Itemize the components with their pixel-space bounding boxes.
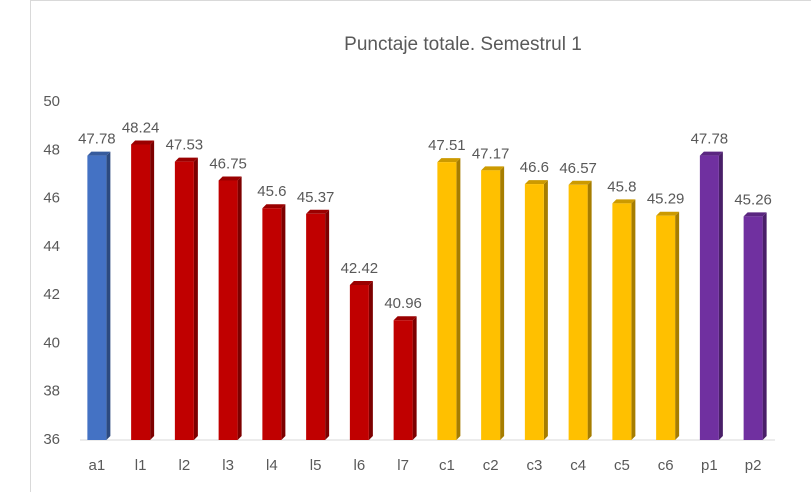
x-tick-label: c6: [658, 457, 674, 474]
bar-side: [412, 316, 417, 440]
x-tick-label: c2: [483, 457, 499, 474]
bar-side: [543, 180, 548, 441]
bar-top: [481, 166, 505, 171]
x-tick-label: l2: [179, 457, 191, 474]
x-tick-label: l3: [222, 457, 234, 474]
x-tick-label: l7: [397, 457, 409, 474]
bar: [437, 162, 457, 440]
data-label: 47.51: [428, 137, 466, 154]
y-tick-label: 40: [43, 334, 60, 351]
y-tick-label: 44: [43, 238, 60, 255]
x-tick-label: l6: [354, 457, 366, 474]
bar-side: [150, 140, 155, 440]
bar-top: [524, 180, 548, 185]
x-tick-label: c3: [526, 457, 542, 474]
bar: [349, 285, 369, 440]
bar-top: [131, 140, 155, 145]
bar-top: [393, 316, 417, 321]
data-label: 40.96: [384, 295, 422, 312]
bar-side: [631, 199, 636, 440]
bar: [699, 155, 719, 440]
y-tick-label: 50: [43, 93, 60, 110]
bar: [568, 184, 588, 440]
bar-top: [743, 212, 767, 217]
bar-side: [587, 180, 592, 440]
x-tick-label: p2: [745, 457, 762, 474]
bar: [524, 184, 544, 440]
bar-top: [699, 151, 723, 156]
data-label: 46.6: [520, 159, 549, 176]
data-label: 47.53: [166, 137, 204, 154]
bar: [87, 155, 107, 440]
bar-top: [262, 204, 286, 209]
bar: [131, 144, 151, 440]
bar-top: [612, 199, 636, 204]
data-label: 42.42: [341, 260, 379, 277]
x-tick-label: c4: [570, 457, 586, 474]
bar: [612, 203, 632, 440]
bar-side: [325, 209, 330, 440]
y-tick-label: 42: [43, 286, 60, 303]
data-label: 46.75: [209, 155, 247, 172]
bar: [481, 170, 501, 440]
bar-side: [718, 151, 723, 440]
bar-top: [437, 158, 461, 163]
data-label: 46.57: [559, 160, 597, 177]
bar-top: [656, 211, 680, 216]
y-tick-label: 46: [43, 190, 60, 207]
bar-side: [193, 157, 198, 440]
data-label: 45.8: [607, 178, 636, 195]
bar: [174, 161, 194, 440]
bar-side: [368, 281, 373, 440]
data-label: 45.26: [734, 191, 772, 208]
y-tick-label: 48: [43, 141, 60, 158]
bar-top: [87, 151, 111, 156]
bar-top: [174, 157, 198, 162]
bar-side: [281, 204, 286, 440]
bar-top: [349, 281, 373, 286]
data-label: 45.6: [257, 183, 286, 200]
y-tick-label: 38: [43, 383, 60, 400]
x-tick-label: c1: [439, 457, 455, 474]
data-label: 47.17: [472, 145, 510, 162]
bar: [656, 215, 676, 440]
bar-top: [218, 176, 242, 181]
bar-side: [237, 176, 242, 440]
chart-frame: [30, 0, 811, 492]
bar: [262, 208, 282, 440]
data-label: 47.78: [691, 131, 729, 148]
bar-side: [675, 211, 680, 440]
bar: [743, 216, 763, 440]
x-tick-label: l4: [266, 457, 278, 474]
bar: [218, 180, 238, 440]
bar-top: [568, 180, 592, 185]
x-tick-label: c5: [614, 457, 630, 474]
bar: [393, 320, 413, 440]
data-label: 45.29: [647, 191, 685, 208]
bar: [306, 213, 326, 440]
chart-title: Punctaje totale. Semestrul 1: [344, 34, 582, 55]
data-label: 47.78: [78, 131, 116, 148]
x-tick-label: l1: [135, 457, 147, 474]
bar-side: [500, 166, 505, 440]
x-tick-label: p1: [701, 457, 718, 474]
x-tick-label: l5: [310, 457, 322, 474]
y-tick-label: 36: [43, 431, 60, 448]
data-label: 45.37: [297, 189, 335, 206]
bar-side: [762, 212, 767, 440]
bar-top: [306, 209, 330, 214]
x-tick-label: a1: [89, 457, 106, 474]
bar-side: [456, 158, 461, 440]
bar-side: [106, 151, 111, 440]
data-label: 48.24: [122, 119, 160, 136]
